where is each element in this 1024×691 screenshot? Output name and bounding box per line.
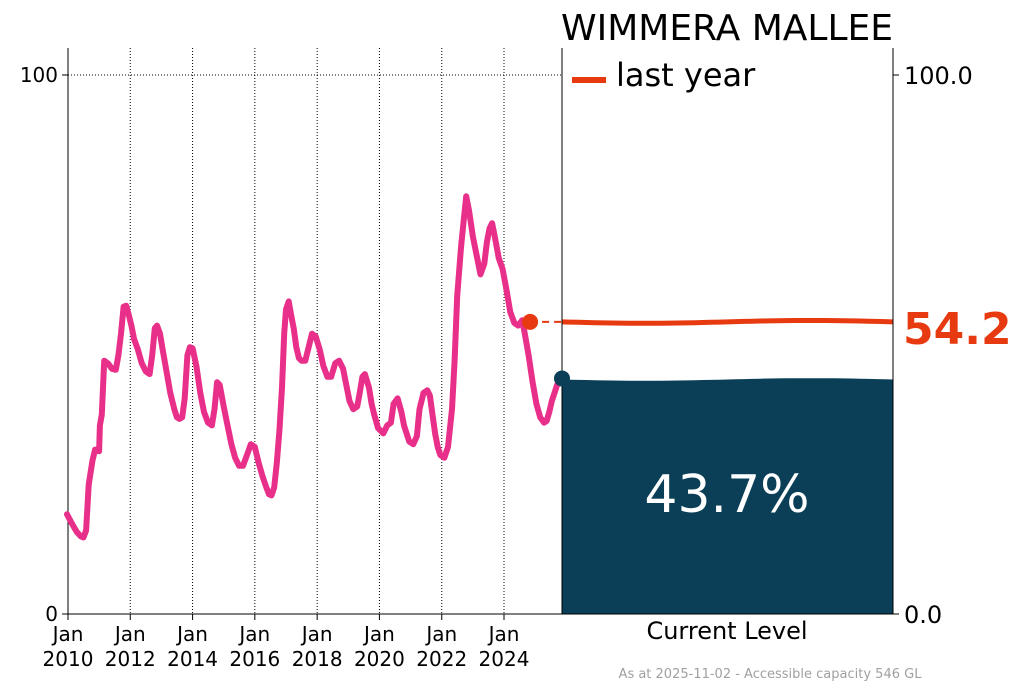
x-tick-month-5: Jan [362,622,395,646]
right-y-tick-1: 100.0 [904,62,973,90]
x-axis-ticks: Jan2010Jan2012Jan2014Jan2016Jan2018Jan20… [43,614,530,671]
current-level-point [554,370,570,387]
y-axis-ticks: 0 0.0 100 100.0 [20,62,973,629]
x-tick-year-7: 2024 [479,647,530,671]
x-tick-month-2: Jan [175,622,208,646]
x-tick-year-5: 2020 [354,647,405,671]
left-y-tick-1: 100 [20,63,58,87]
footer-note: As at 2025-11-02 - Accessible capacity 5… [619,667,923,682]
current-level-percent: 43.7% [644,465,809,525]
legend-last-year-label: last year [616,56,756,94]
last-year-value-label: 54.2 [903,304,1012,355]
left-y-tick-0: 0 [45,602,58,626]
x-tick-year-4: 2018 [292,647,343,671]
x-tick-month-1: Jan [113,622,146,646]
last-year-point [522,313,539,330]
x-tick-year-1: 2012 [105,647,156,671]
x-tick-month-4: Jan [300,622,333,646]
grid [67,48,562,614]
right-y-tick-0: 0.0 [904,601,942,629]
x-tick-year-3: 2016 [229,647,280,671]
last-year-level-line [561,318,894,326]
current-level-fill [562,378,893,614]
storage-level-series-line [64,193,565,541]
x-tick-year-2: 2014 [167,647,218,671]
x-tick-year-6: 2022 [416,647,467,671]
x-tick-month-6: Jan [424,622,457,646]
chart-title: WIMMERA MALLEE [561,8,893,49]
x-tick-month-3: Jan [237,622,270,646]
x-tick-year-0: 2010 [43,647,94,671]
x-tick-month-7: Jan [487,622,520,646]
current-level-label: Current Level [646,617,807,645]
x-tick-month-0: Jan [51,622,84,646]
